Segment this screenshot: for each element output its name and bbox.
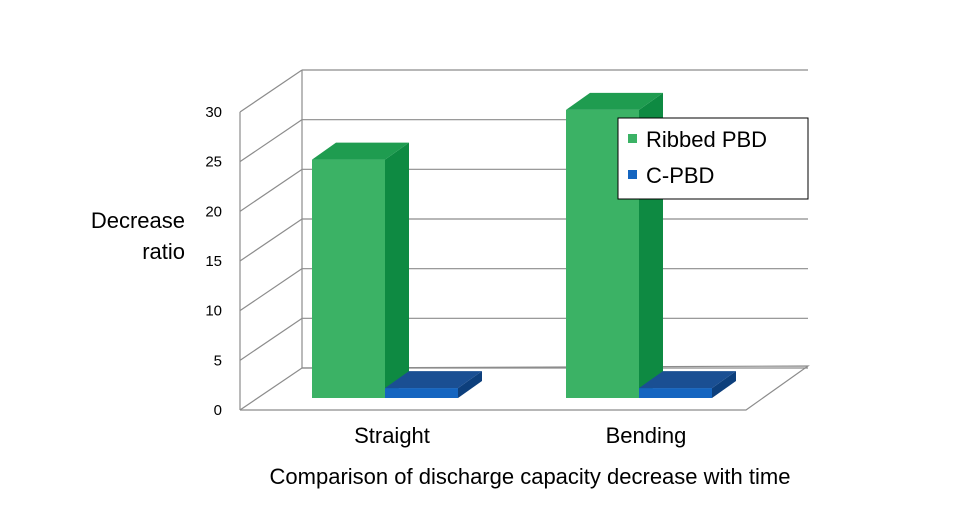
- y-tick-labels: 0 5 10 15 20 25 30: [205, 104, 222, 419]
- gridline-diagonal: [239, 69, 303, 113]
- y-axis-title-line-2: ratio: [142, 239, 185, 264]
- bar-side: [458, 371, 482, 398]
- x-category-label: Bending: [606, 423, 687, 448]
- bar-c-pbd-straight: [385, 371, 482, 398]
- legend-swatch-ribbed-pbd: [628, 134, 637, 143]
- gridline-diagonal: [239, 317, 303, 361]
- bar-top: [312, 142, 409, 160]
- y-tick-label: 0: [214, 402, 222, 419]
- y-axis-title-line-1: Decrease: [91, 208, 185, 233]
- bar-front: [312, 159, 385, 398]
- y-tick-label: 15: [205, 253, 222, 270]
- gridline-diagonal: [239, 218, 303, 262]
- bar-front: [639, 388, 712, 398]
- y-tick-label: 10: [205, 303, 222, 320]
- bar-top: [566, 92, 663, 110]
- bar-ribbed-pbd-straight: [312, 142, 409, 398]
- x-axis-title: Comparison of discharge capacity decreas…: [270, 464, 791, 489]
- legend-swatch-c-pbd: [628, 170, 637, 179]
- x-category-labels: Straight Bending: [354, 423, 686, 448]
- floor-outline: [240, 365, 810, 411]
- legend-box: [617, 117, 809, 200]
- bar-top: [385, 371, 482, 389]
- gridline-diagonal: [239, 119, 303, 163]
- y-tick-label: 30: [205, 104, 222, 121]
- x-category-label: Straight: [354, 423, 430, 448]
- legend: Ribbed PBD C-PBD: [617, 117, 809, 200]
- legend-label-ribbed-pbd: Ribbed PBD: [646, 127, 767, 152]
- gridline-diagonal: [239, 367, 303, 411]
- bar-top: [639, 371, 736, 389]
- bar-c-pbd-bending: [639, 371, 736, 398]
- legend-label-c-pbd: C-PBD: [646, 163, 714, 188]
- bar-front: [385, 388, 458, 398]
- bar-side: [385, 142, 409, 398]
- gridline-diagonal: [239, 168, 303, 212]
- gridline-diagonal: [239, 268, 303, 312]
- y-tick-label: 5: [214, 352, 222, 369]
- y-tick-label: 20: [205, 203, 222, 220]
- y-tick-label: 25: [205, 154, 222, 171]
- bar-side: [712, 371, 736, 398]
